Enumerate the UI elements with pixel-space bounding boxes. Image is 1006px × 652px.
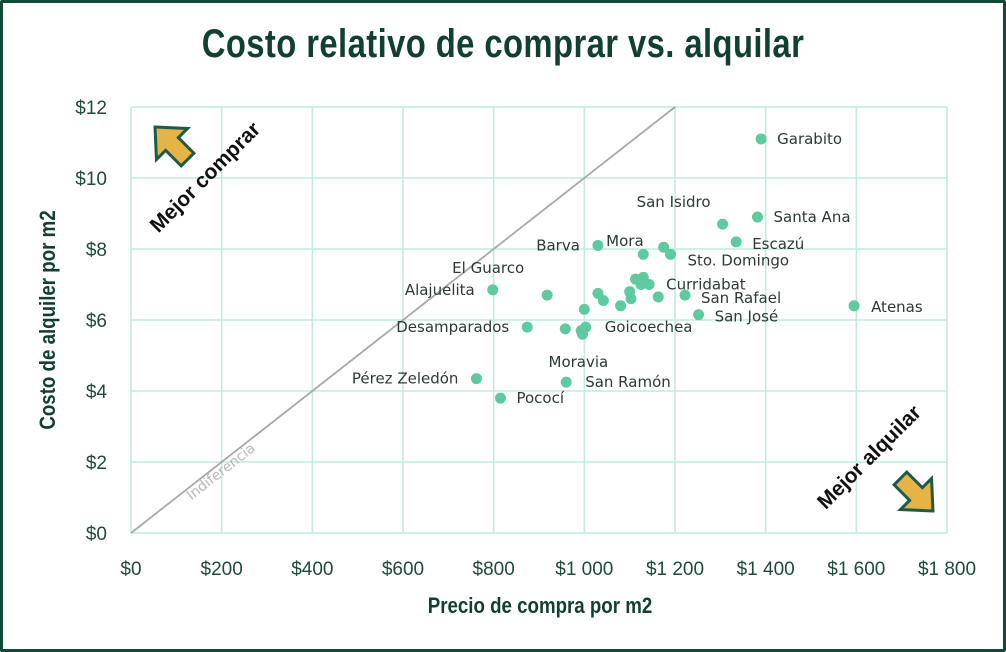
- x-tick-label: $600: [382, 559, 424, 580]
- point-label: Moravia: [549, 353, 609, 371]
- point-label: Sto. Domingo: [687, 251, 789, 269]
- data-point: [597, 294, 609, 306]
- data-point: [848, 300, 860, 312]
- data-point: [752, 211, 764, 223]
- data-point: [521, 321, 533, 333]
- data-point: [643, 279, 655, 290]
- point-label: Alajuelita: [405, 281, 475, 299]
- y-tick-label: $2: [86, 453, 107, 474]
- data-point: [679, 289, 691, 301]
- arrow-down-right-icon-shape: [891, 469, 935, 513]
- data-point: [625, 293, 637, 305]
- x-tick-label: $400: [291, 559, 333, 580]
- data-point: [615, 300, 627, 312]
- point-label: Pococí: [516, 389, 564, 407]
- point-label: Atenas: [871, 298, 923, 316]
- data-point: [635, 279, 647, 290]
- point-label: El Guarco: [452, 259, 524, 277]
- x-tick-label: $200: [201, 559, 243, 580]
- data-point: [487, 284, 499, 296]
- x-tick-label: $1 000: [555, 559, 613, 580]
- point-label: Garabito: [777, 130, 842, 148]
- data-point: [730, 236, 742, 248]
- x-tick-label: $1 400: [737, 559, 795, 580]
- data-point: [494, 392, 506, 404]
- data-point: [592, 239, 604, 251]
- point-label: Pérez Zeledón: [352, 370, 459, 388]
- chart-title: Costo relativo de comprar vs. alquilar: [201, 22, 805, 66]
- arrow-up-left-icon: [153, 125, 197, 169]
- x-axis-title: Precio de compra por m2: [427, 593, 653, 618]
- arrow-up-left-icon-shape: [153, 125, 197, 169]
- data-point: [658, 241, 670, 253]
- point-label: San Isidro: [637, 193, 711, 211]
- x-tick-label: $1 600: [827, 559, 885, 580]
- y-tick-label: $8: [86, 240, 107, 261]
- y-tick-label: $4: [86, 382, 108, 403]
- data-point: [717, 218, 729, 230]
- indifference-line: [130, 106, 676, 534]
- data-point: [755, 133, 767, 145]
- y-tick-label: $0: [86, 524, 107, 545]
- arrow-down-right-icon: [891, 469, 935, 513]
- x-tick-label: $1 800: [918, 559, 976, 580]
- point-label: Desamparados: [396, 318, 509, 336]
- data-point: [559, 323, 571, 335]
- point-label: Curridabat: [666, 276, 746, 294]
- point-label: San Ramón: [585, 373, 671, 391]
- point-label: Goicoechea: [605, 318, 693, 336]
- data-point: [541, 289, 553, 301]
- point-label: Barva: [536, 236, 580, 254]
- data-point: [664, 248, 676, 260]
- data-point: [577, 328, 589, 340]
- point-label: San José: [715, 308, 779, 326]
- data-point: [560, 376, 572, 388]
- point-label: Santa Ana: [774, 208, 851, 226]
- x-tick-label: $0: [120, 559, 141, 580]
- data-point: [693, 309, 705, 321]
- data-point: [652, 291, 664, 303]
- point-label: Escazú: [752, 235, 804, 253]
- y-tick-label: $12: [75, 98, 107, 119]
- data-point: [578, 303, 590, 315]
- point-label: Mora: [606, 232, 643, 250]
- y-tick-label: $6: [86, 311, 107, 332]
- x-tick-label: $800: [473, 559, 515, 580]
- x-tick-label: $1 200: [646, 559, 704, 580]
- y-axis-title: Costo de alquiler por m2: [35, 210, 60, 430]
- data-point: [470, 373, 482, 385]
- data-point: [637, 248, 649, 260]
- point-label: San Rafael: [701, 289, 781, 307]
- y-tick-label: $10: [75, 169, 107, 190]
